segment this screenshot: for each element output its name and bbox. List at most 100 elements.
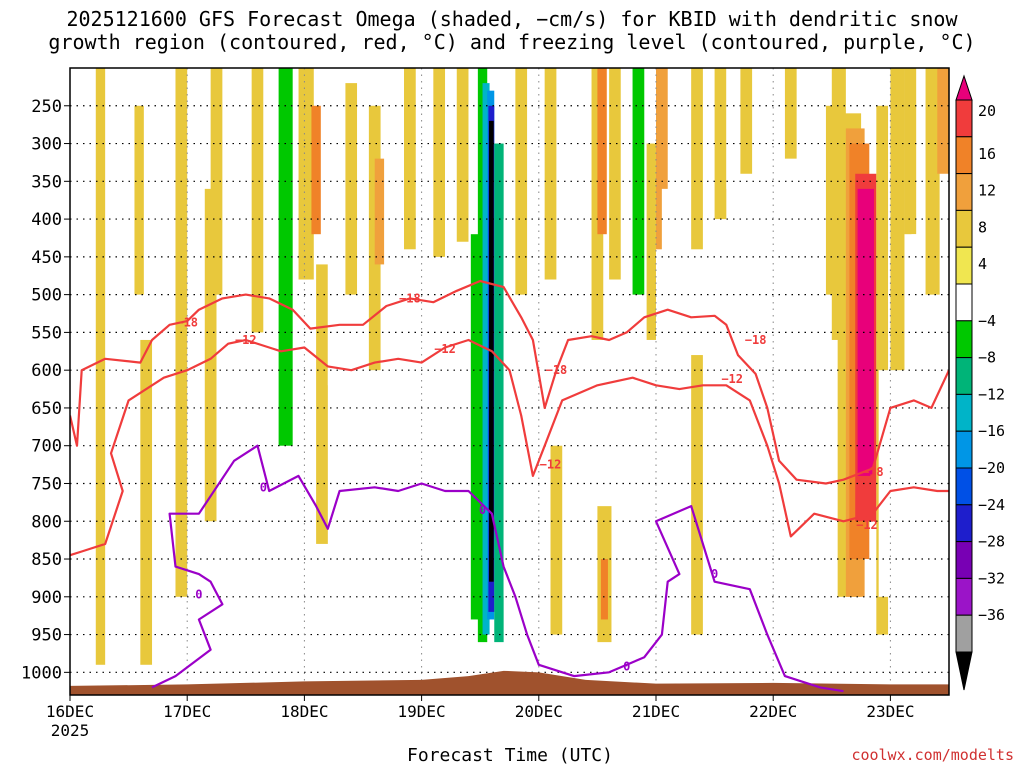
contour-label: −12 xyxy=(540,458,562,472)
omega-cell xyxy=(544,68,557,280)
colorbar-box xyxy=(955,357,973,395)
omega-cell xyxy=(597,68,607,235)
omega-cell xyxy=(656,68,668,250)
y-tick-label: 350 xyxy=(31,172,62,192)
omega-cell xyxy=(357,68,369,416)
omega-cell xyxy=(462,370,475,635)
contour-line xyxy=(70,279,949,485)
contour-label: 0 xyxy=(711,567,718,581)
colorbar-label: 12 xyxy=(978,182,996,200)
colorbar-label: −12 xyxy=(978,385,1005,403)
contour-label: −18 xyxy=(862,465,884,479)
colorbar-bottom-arrow xyxy=(955,651,973,691)
colorbar-label: −16 xyxy=(978,422,1005,440)
omega-cell xyxy=(298,68,314,280)
omega-cell xyxy=(95,68,106,665)
y-tick-label: 950 xyxy=(31,626,62,646)
contour-label: 0 xyxy=(479,503,486,517)
colorbar-box xyxy=(955,209,973,248)
omega-cell xyxy=(564,68,577,333)
omega-cell xyxy=(210,68,223,295)
x-tick-label: 16DEC xyxy=(46,702,94,721)
y-tick-label: 650 xyxy=(31,399,62,419)
chart-title-line2: growth region (contoured, red, °C) and f… xyxy=(48,30,976,54)
x-tick-sublabel: 2025 xyxy=(51,721,90,740)
plot-clip-group: −18 −18 −18 −18 −18 −12 −12 −12 −12 −12 0 0 0 0 0 xyxy=(70,68,949,695)
omega-cell xyxy=(911,234,924,408)
colorbar-label: −28 xyxy=(978,533,1005,551)
y-tick-label: 800 xyxy=(31,512,62,532)
contour-label: 0 xyxy=(195,588,202,602)
omega-cell xyxy=(404,68,416,250)
colorbar-box xyxy=(955,541,973,579)
omega-cell xyxy=(732,234,744,522)
y-tick-label: 400 xyxy=(31,210,62,230)
colorbar-label: −32 xyxy=(978,569,1005,587)
omega-cell xyxy=(494,143,504,643)
colorbar-label: −24 xyxy=(978,496,1005,514)
omega-cell xyxy=(503,219,516,597)
colorbar-box xyxy=(955,246,973,285)
omega-cell xyxy=(632,68,645,295)
omega-cell xyxy=(433,68,446,257)
omega-cell xyxy=(311,105,321,235)
colorbar-box xyxy=(955,99,973,138)
omega-cell xyxy=(368,105,381,371)
omega-cell xyxy=(529,68,542,310)
omega-cell xyxy=(345,83,358,295)
contour-label: −12 xyxy=(434,342,456,356)
omega-cell xyxy=(550,445,563,635)
omega-cell xyxy=(515,68,528,295)
contour-label: −18 xyxy=(745,333,767,347)
omega-cell xyxy=(773,68,785,182)
omega-cell xyxy=(445,113,457,295)
omega-cell xyxy=(470,234,483,620)
chart-title: 2025121600 GFS Forecast Omega (shaded, −… xyxy=(0,8,1024,54)
colorbar-label: 4 xyxy=(978,255,987,273)
omega-cell xyxy=(784,68,797,159)
colorbar: 20 16 12 8 4 −4 −8 −12 −16 −20 −24 −28 −32 −36 xyxy=(955,74,1005,691)
y-tick-label: 600 xyxy=(31,361,62,381)
omega-cell xyxy=(456,68,469,242)
plot-area: −18 −18 −18 −18 −18 −12 −12 −12 −12 −12 0 0 0 0 0 xyxy=(70,68,949,695)
omega-cell xyxy=(890,68,905,371)
omega-cell xyxy=(740,68,753,174)
colorbar-label: 16 xyxy=(978,145,996,163)
y-tick-label: 850 xyxy=(31,550,62,570)
colorbar-top-arrow xyxy=(955,74,973,101)
omega-cell xyxy=(646,143,656,340)
colorbar-label: −4 xyxy=(978,312,996,330)
contour-label: 0 xyxy=(260,480,267,494)
omega-cell xyxy=(878,370,891,597)
omega-cell xyxy=(691,68,703,250)
colorbar-label: 8 xyxy=(978,218,987,236)
x-tick-label: 22DEC xyxy=(749,702,797,721)
omega-cell xyxy=(679,68,692,220)
colorbar-label: −20 xyxy=(978,459,1005,477)
contour-line xyxy=(70,338,949,557)
colorbar-box xyxy=(955,430,973,469)
omega-cell xyxy=(691,355,703,635)
colorbar-box xyxy=(955,504,973,543)
plot-frame xyxy=(69,67,950,696)
omega-cell xyxy=(802,370,815,567)
omega-cell xyxy=(705,68,715,144)
colorbar-box xyxy=(955,136,973,175)
omega-cell xyxy=(327,68,340,386)
terrain-fill xyxy=(70,670,949,695)
contour-label: −18 xyxy=(399,291,421,305)
colorbar-box xyxy=(955,467,973,506)
omega-cell xyxy=(421,68,434,280)
y-tick-label: 550 xyxy=(31,323,62,343)
omega-cross-section-chart: −18 −18 −18 −18 −18 −12 −12 −12 −12 −12 0 0 0 0 0 250 3… xyxy=(21,67,1005,740)
omega-cell xyxy=(747,339,760,560)
contour-label: 0 xyxy=(623,659,630,673)
contour-label: −18 xyxy=(546,363,568,377)
omega-cell xyxy=(661,188,674,257)
credit-text: coolwx.com/modelts xyxy=(851,746,1014,764)
x-axis-label: Forecast Time (UTC) xyxy=(407,745,613,766)
contour-label: −12 xyxy=(856,518,878,532)
y-tick-label: 700 xyxy=(31,437,62,457)
y-tick-label: 500 xyxy=(31,286,62,306)
colorbar-label: 20 xyxy=(978,102,996,120)
